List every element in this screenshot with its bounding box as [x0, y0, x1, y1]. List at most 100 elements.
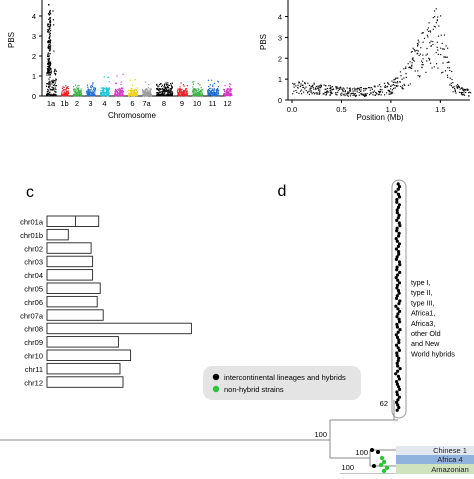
- pbs-point: [130, 90, 132, 92]
- pbs-point: [144, 90, 146, 92]
- pbs-point: [295, 89, 297, 92]
- pbs-point: [360, 89, 362, 91]
- pbs-point: [87, 88, 89, 90]
- pbs-point: [305, 86, 307, 88]
- pbs-point: [49, 69, 51, 71]
- pbs-point: [447, 76, 449, 78]
- pbs-point: [52, 10, 54, 12]
- bar-label-chr01a: chr01a: [20, 218, 44, 227]
- pbs-point: [120, 87, 122, 89]
- pbs-point: [401, 78, 403, 80]
- pbs-point: [49, 22, 51, 24]
- pbs-point: [215, 92, 218, 94]
- pbs-point: [452, 87, 454, 89]
- pbs-point: [166, 84, 168, 86]
- pbs-point: [211, 90, 213, 92]
- pbs-point: [105, 91, 107, 93]
- pbs-point: [54, 90, 56, 93]
- pbs-point: [463, 88, 465, 90]
- pbs-point: [192, 86, 194, 88]
- pbs-point: [75, 89, 77, 91]
- pbs-point: [79, 92, 81, 94]
- pbs-point: [51, 86, 53, 88]
- pbs-point: [130, 92, 132, 95]
- pbs-point: [324, 88, 326, 90]
- pbs-point: [148, 84, 150, 86]
- bar-label-chr04: chr04: [24, 271, 43, 280]
- pbs-point: [388, 90, 390, 92]
- pbs-point: [107, 91, 109, 93]
- pbs-point: [48, 4, 50, 6]
- pbs-point: [294, 83, 296, 85]
- pbs-point: [77, 85, 79, 87]
- pbs-point: [199, 94, 201, 96]
- panel-b-x-axis-label: Position (Mb): [356, 113, 403, 122]
- pbs-point: [91, 93, 93, 95]
- pbs-point: [150, 88, 152, 90]
- pbs-point: [118, 93, 121, 95]
- panel-a-x-axis-label: Chromosome: [108, 111, 157, 120]
- pbs-point: [359, 87, 361, 89]
- tree-legend: intercontinental lineages and hybrids no…: [203, 366, 361, 400]
- pbs-point: [164, 87, 167, 89]
- pbs-point: [431, 67, 433, 69]
- pbs-point: [108, 87, 110, 89]
- pbs-point: [390, 88, 392, 90]
- pbs-point: [149, 93, 151, 95]
- pbs-point: [422, 32, 424, 34]
- pbs-point: [177, 94, 180, 97]
- pbs-point: [115, 93, 117, 95]
- pbs-point: [216, 88, 219, 90]
- pbs-point: [166, 94, 168, 96]
- pbs-point: [163, 83, 166, 85]
- hybrid-tip-point: [396, 192, 401, 196]
- pbs-point: [394, 87, 396, 89]
- pbs-point: [91, 87, 93, 89]
- pbs-point: [120, 94, 122, 96]
- pbs-point: [337, 89, 339, 91]
- pbs-point: [180, 82, 182, 84]
- pbs-point: [384, 86, 387, 88]
- pbs-point: [312, 85, 314, 87]
- pbs-point: [441, 42, 443, 44]
- bar-chr01b: [46, 228, 69, 241]
- pbs-point: [400, 85, 402, 87]
- pbs-point: [320, 86, 322, 88]
- pbs-point: [396, 80, 399, 83]
- pbs-point: [387, 89, 390, 91]
- pbs-point: [47, 53, 49, 55]
- pbs-point: [116, 94, 118, 96]
- pbs-point: [413, 48, 415, 51]
- pbs-point: [163, 90, 165, 92]
- pbs-point: [360, 87, 362, 89]
- hybrid-tip-point: [395, 408, 399, 412]
- pbs-point: [231, 88, 233, 90]
- pbs-point: [160, 94, 162, 97]
- pbs-point: [177, 93, 179, 95]
- pbs-point: [49, 32, 51, 35]
- pbs-point: [107, 92, 109, 94]
- pbs-point: [444, 56, 446, 58]
- pbs-point: [169, 91, 171, 94]
- pbs-point: [194, 92, 196, 94]
- pbs-point: [163, 88, 165, 90]
- pbs-point: [320, 86, 322, 88]
- pbs-point: [330, 92, 332, 94]
- pbs-point: [363, 94, 365, 97]
- pbs-point: [87, 90, 90, 92]
- pbs-point: [150, 95, 153, 97]
- panel-c-chromosome-bars: c chr01a chr01b chr02 chr03 chr04 chr05 chr06 c…: [20, 184, 192, 388]
- pbs-point: [87, 94, 89, 96]
- pbs-point: [393, 87, 395, 89]
- hybrid-tip-point: [395, 218, 399, 222]
- pbs-point: [54, 82, 56, 84]
- pbs-point: [74, 92, 77, 94]
- group-label-chinese-1: Chinese 1: [433, 446, 467, 455]
- non-hybrid-point: [381, 459, 387, 465]
- pbs-point: [115, 91, 117, 93]
- pbs-point: [405, 73, 407, 75]
- pbs-point: [335, 93, 337, 96]
- bar-label-chr01b: chr01b: [20, 231, 43, 240]
- panel-a-y-axis-label: PBS: [7, 32, 16, 48]
